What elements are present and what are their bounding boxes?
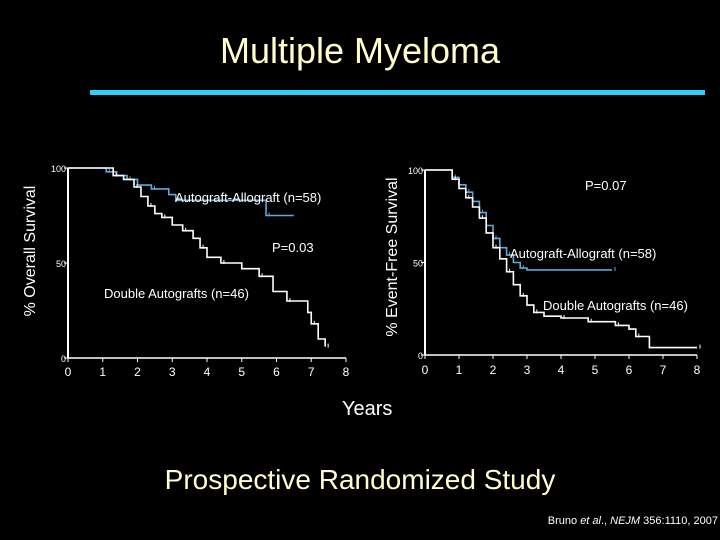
os-series-allo-line (68, 167, 294, 217)
overall-survival-ylabel: % Overall Survival (22, 185, 39, 317)
overall-series-label-double: Double Autografts (n=46) (104, 286, 249, 301)
os-y-tick-label: 0 (61, 354, 66, 364)
citation-etal: et al (580, 515, 601, 527)
efs-x-tick-label: 0 (422, 363, 429, 377)
efs-x-tick-label: 8 (694, 363, 701, 377)
os-x-tick-label: 7 (308, 365, 315, 379)
efs-x-tick-label: 3 (524, 363, 531, 377)
os-x-tick-label: 0 (65, 365, 72, 379)
overall-pvalue: P=0.03 (272, 240, 314, 255)
citation-mid: ., (600, 515, 611, 527)
efs-x-tick-label: 7 (660, 363, 667, 377)
os-y-tick-label: 100 (51, 164, 66, 174)
os-x-tick-label: 5 (238, 365, 245, 379)
efs-y-tick-label: 50 (413, 259, 423, 269)
os-x-tick-label: 6 (273, 365, 280, 379)
efs-pvalue: P=0.07 (585, 178, 627, 193)
event-free-survival-ylabel: % Event-Free Survival (384, 177, 401, 337)
efs-x-tick-label: 4 (558, 363, 565, 377)
efs-x-tick-label: 5 (592, 363, 599, 377)
efs-x-tick-label: 6 (626, 363, 633, 377)
overall-survival-chart: 0 1 2 3 4 5 6 7 8 0 50 100 (51, 164, 350, 379)
os-y-tick-label: 50 (56, 259, 66, 269)
citation-prefix: Bruno (547, 515, 581, 527)
efs-series-double-line (425, 169, 697, 349)
efs-series-label-allo: Autograft-Allograft (n=58) (510, 246, 657, 261)
efs-x-tick-label: 2 (490, 363, 497, 377)
os-x-tick-label: 4 (204, 365, 211, 379)
efs-x-tick-label: 1 (456, 363, 463, 377)
os-x-tick-label: 1 (99, 365, 106, 379)
os-x-tick-label: 2 (134, 365, 141, 379)
x-axis-label: Years (342, 398, 393, 420)
slide-subtitle: Prospective Randomized Study (164, 464, 556, 495)
citation-journal: NEJM (610, 515, 641, 527)
efs-y-tick-label: 100 (408, 166, 423, 176)
event-free-survival-chart: 0 1 2 3 4 5 6 7 8 0 50 100 (408, 166, 701, 377)
slide-title: Multiple Myeloma (219, 30, 501, 71)
os-series-double-line (68, 167, 326, 347)
citation: Bruno et al., NEJM 356:1110, 2007 (548, 515, 718, 527)
citation-suffix: 356:1110, 2007 (640, 515, 718, 527)
efs-y-tick-label: 0 (418, 351, 423, 361)
overall-series-label-allo: Autograft-Allograft (n=58) (175, 190, 322, 205)
efs-series-label-double: Double Autografts (n=46) (543, 298, 688, 313)
os-x-tick-label: 3 (169, 365, 176, 379)
title-accent-rule (90, 90, 705, 95)
os-x-tick-label: 8 (343, 365, 350, 379)
